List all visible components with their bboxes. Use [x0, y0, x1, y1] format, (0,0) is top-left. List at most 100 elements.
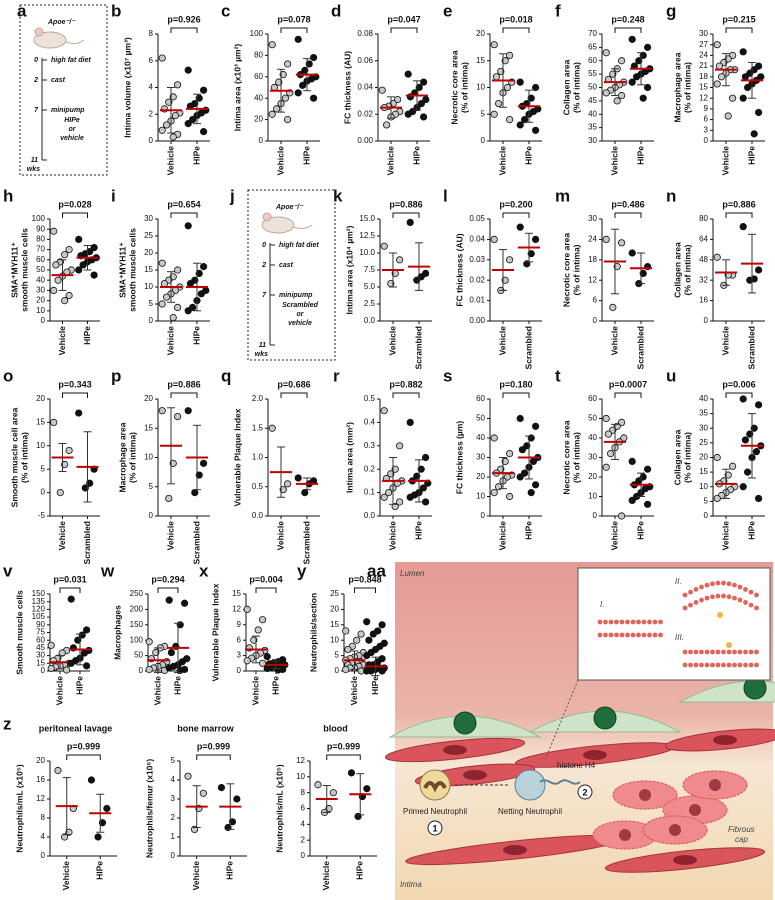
data-point [643, 500, 652, 508]
data-point [643, 43, 652, 51]
lipid-head [625, 632, 630, 638]
data-point [501, 57, 509, 65]
timeline-event: high fat diet [279, 242, 319, 249]
y-axis-label: (% of intima) [682, 244, 692, 295]
y-tick-label: 0.1 [364, 488, 376, 497]
data-point [83, 626, 91, 634]
data-point [713, 253, 721, 261]
y-tick-label: 0.05 [469, 214, 485, 223]
significance-bracket [170, 212, 198, 218]
mouse-ear [262, 212, 272, 222]
intima-label: Intima [400, 880, 422, 889]
y-axis-label: (% of intima) [459, 62, 469, 113]
p-value: p=0.926 [167, 14, 200, 24]
y-tick-label: 20 [36, 756, 45, 765]
data-point [298, 81, 307, 89]
x-tick-label: Vehicle [57, 521, 67, 551]
nucleus [453, 711, 477, 735]
y-tick-label: 12 [296, 756, 305, 765]
mouse-body [261, 216, 295, 234]
data-point [531, 422, 540, 430]
data-point [50, 418, 58, 426]
data-point [158, 259, 166, 267]
y-tick-label: 30 [36, 651, 45, 660]
y-tick-label: 80 [699, 214, 708, 223]
data-point [602, 235, 610, 243]
lipid-head [688, 662, 693, 668]
data-point [505, 51, 514, 60]
data-point [184, 222, 192, 230]
data-point [380, 407, 388, 415]
data-point [724, 471, 732, 479]
lumen-label: Lumen [400, 569, 425, 578]
histone-label: histone H4 [557, 761, 596, 770]
data-point [628, 249, 636, 257]
y-tick-label: 9 [237, 620, 242, 629]
data-point [263, 664, 271, 673]
lipid-head [614, 619, 619, 625]
lipid-head [688, 602, 693, 608]
x-tick-label: Vehicle [609, 326, 619, 356]
timeline-unit: wks [27, 166, 40, 173]
x-tick-label: HIPe [746, 521, 756, 540]
y-tick-label: 80 [36, 235, 45, 244]
y-tick-label: 50 [134, 651, 143, 660]
data-point [752, 448, 761, 456]
data-point [617, 418, 626, 426]
data-point [243, 657, 251, 665]
data-point [750, 424, 758, 432]
data-point [87, 776, 96, 784]
lipid-head [754, 592, 759, 598]
y-tick-label: 0 [704, 511, 709, 520]
data-point [283, 60, 292, 68]
data-point [713, 41, 721, 49]
data-point [228, 818, 237, 826]
y-tick-label: 0.00 [357, 136, 373, 145]
nucleus [639, 789, 651, 801]
significance-bracket [502, 27, 530, 33]
data-point [628, 78, 636, 86]
lipid-head [737, 597, 743, 603]
x-tick-label: HIPe [635, 146, 645, 165]
diagram-frame [247, 189, 336, 361]
y-tick-label: 15 [144, 423, 153, 432]
data-point [713, 453, 721, 462]
y-axis-label: (% of intima) [127, 432, 137, 483]
y-tick-label: 20 [699, 453, 708, 462]
y-tick-label: 50 [588, 414, 597, 423]
lipid-head [641, 619, 647, 625]
data-point [189, 116, 197, 124]
data-point [527, 488, 535, 497]
y-tick-label: 15 [699, 467, 708, 476]
y-tick-label: 0 [41, 851, 46, 860]
data-point [602, 414, 610, 423]
lipid-head [630, 632, 636, 638]
data-point [417, 465, 425, 473]
y-axis-label: Intima area (x10⁴ µm²) [344, 225, 354, 314]
lipid-head [721, 580, 726, 586]
treatment: or [69, 126, 77, 133]
p-value: p=0.078 [277, 14, 310, 24]
p-value: p=0.200 [499, 199, 532, 209]
y-tick-label: 60 [476, 394, 485, 403]
data-point [490, 41, 498, 49]
y-axis-label: Collagen area [672, 242, 682, 298]
data-point [393, 95, 402, 104]
step-number: 2 [582, 787, 587, 797]
data-point [739, 483, 747, 491]
data-point [184, 120, 192, 128]
data-point [184, 307, 192, 315]
data-point [739, 223, 747, 231]
y-axis-label: Collagen area [561, 59, 571, 115]
data-point [200, 459, 208, 467]
data-point [628, 496, 636, 504]
lipid-head [608, 619, 614, 625]
data-point [378, 86, 386, 94]
data-point [54, 766, 62, 775]
p-value: p=0.886 [722, 199, 755, 209]
y-tick-label: 200 [130, 605, 144, 614]
treatment: vehicle [60, 135, 84, 142]
x-tick-label: Vehicle [385, 146, 395, 176]
data-point [90, 243, 98, 252]
